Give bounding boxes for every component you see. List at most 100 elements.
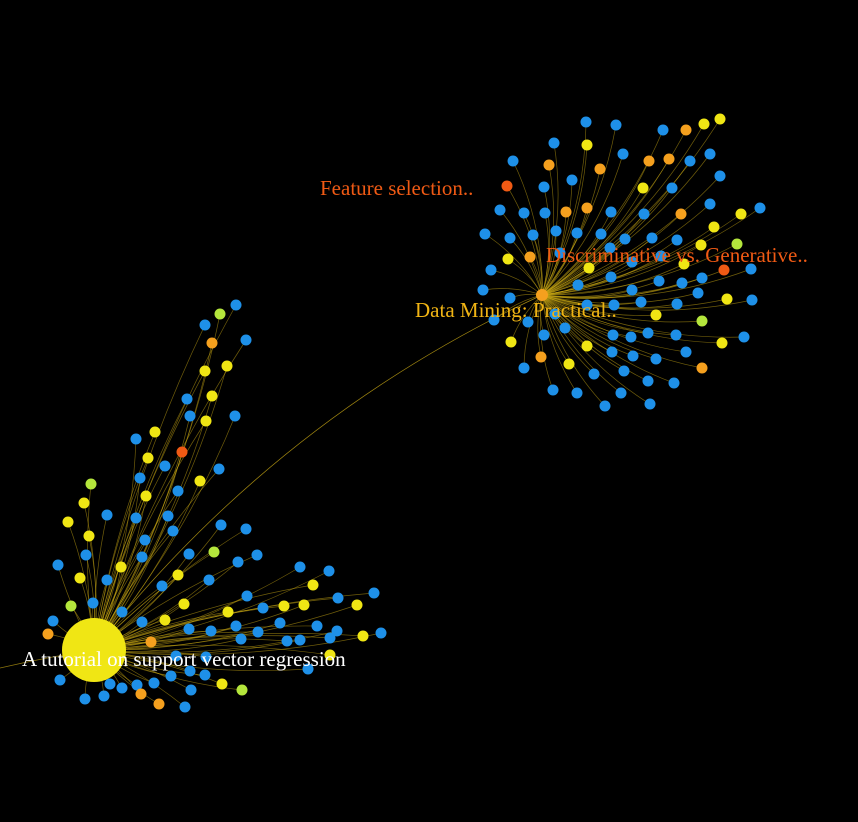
paper-node[interactable] <box>200 415 212 427</box>
paper-node[interactable] <box>680 346 692 358</box>
paper-node[interactable] <box>560 206 572 218</box>
paper-node[interactable] <box>608 299 620 311</box>
paper-node[interactable] <box>130 433 142 445</box>
paper-node[interactable] <box>650 353 662 365</box>
paper-node[interactable] <box>172 569 184 581</box>
paper-node[interactable] <box>142 452 154 464</box>
paper-node[interactable] <box>139 534 151 546</box>
paper-node[interactable] <box>236 684 248 696</box>
paper-node[interactable] <box>83 530 95 542</box>
paper-node[interactable] <box>199 669 211 681</box>
paper-node[interactable] <box>588 368 600 380</box>
paper-node[interactable] <box>278 600 290 612</box>
paper-node[interactable] <box>148 677 160 689</box>
paper-node[interactable] <box>627 350 639 362</box>
paper-node[interactable] <box>241 590 253 602</box>
paper-node[interactable] <box>62 516 74 528</box>
paper-node[interactable] <box>581 299 593 311</box>
paper-node[interactable] <box>543 159 555 171</box>
paper-node[interactable] <box>203 574 215 586</box>
paper-node[interactable] <box>294 634 306 646</box>
paper-node[interactable] <box>643 155 655 167</box>
paper-node[interactable] <box>184 410 196 422</box>
paper-node[interactable] <box>548 137 560 149</box>
paper-node[interactable] <box>130 512 142 524</box>
paper-node[interactable] <box>206 337 218 349</box>
paper-node[interactable] <box>738 331 750 343</box>
paper-node[interactable] <box>663 153 675 165</box>
paper-node[interactable] <box>324 649 336 661</box>
paper-node[interactable] <box>194 475 206 487</box>
paper-node[interactable] <box>229 410 241 422</box>
paper-node[interactable] <box>714 113 726 125</box>
paper-node[interactable] <box>215 519 227 531</box>
paper-node[interactable] <box>746 294 758 306</box>
paper-node[interactable] <box>539 207 551 219</box>
paper-node[interactable] <box>668 377 680 389</box>
paper-node[interactable] <box>104 678 116 690</box>
paper-node[interactable] <box>522 316 534 328</box>
paper-node[interactable] <box>619 233 631 245</box>
paper-node[interactable] <box>156 580 168 592</box>
paper-node[interactable] <box>618 365 630 377</box>
paper-node[interactable] <box>580 116 592 128</box>
paper-node[interactable] <box>607 329 619 341</box>
paper-node[interactable] <box>554 247 566 259</box>
paper-node[interactable] <box>375 627 387 639</box>
paper-node[interactable] <box>735 208 747 220</box>
paper-node[interactable] <box>368 587 380 599</box>
paper-node[interactable] <box>504 232 516 244</box>
paper-node[interactable] <box>302 663 314 675</box>
paper-node[interactable] <box>718 264 730 276</box>
paper-node[interactable] <box>176 446 188 458</box>
paper-node[interactable] <box>101 574 113 586</box>
paper-node[interactable] <box>357 630 369 642</box>
paper-node[interactable] <box>731 238 743 250</box>
paper-node[interactable] <box>79 693 91 705</box>
paper-node[interactable] <box>684 155 696 167</box>
paper-node[interactable] <box>538 329 550 341</box>
paper-node[interactable] <box>257 602 269 614</box>
paper-node[interactable] <box>583 262 595 274</box>
paper-node[interactable] <box>604 242 616 254</box>
paper-node[interactable] <box>323 565 335 577</box>
paper-node[interactable] <box>610 119 622 131</box>
paper-node[interactable] <box>671 298 683 310</box>
paper-node[interactable] <box>535 351 547 363</box>
paper-node[interactable] <box>351 599 363 611</box>
paper-node[interactable] <box>80 549 92 561</box>
paper-node[interactable] <box>298 599 310 611</box>
paper-node[interactable] <box>547 384 559 396</box>
paper-node[interactable] <box>666 182 678 194</box>
paper-node[interactable] <box>178 598 190 610</box>
paper-node[interactable] <box>606 346 618 358</box>
paper-node[interactable] <box>251 549 263 561</box>
paper-node[interactable] <box>488 314 500 326</box>
paper-node[interactable] <box>170 650 182 662</box>
paper-node[interactable] <box>183 548 195 560</box>
paper-node[interactable] <box>626 284 638 296</box>
paper-node[interactable] <box>281 635 293 647</box>
paper-node[interactable] <box>745 263 757 275</box>
paper-node[interactable] <box>136 551 148 563</box>
paper-node[interactable] <box>140 490 152 502</box>
paper-node[interactable] <box>670 329 682 341</box>
paper-node[interactable] <box>294 561 306 573</box>
paper-node[interactable] <box>116 682 128 694</box>
paper-node[interactable] <box>311 620 323 632</box>
paper-node[interactable] <box>115 561 127 573</box>
paper-node[interactable] <box>527 229 539 241</box>
paper-node[interactable] <box>205 625 217 637</box>
paper-node[interactable] <box>232 556 244 568</box>
paper-node[interactable] <box>153 698 165 710</box>
paper-node[interactable] <box>131 679 143 691</box>
paper-node[interactable] <box>698 118 710 130</box>
paper-node[interactable] <box>65 600 77 612</box>
paper-node[interactable] <box>221 360 233 372</box>
paper-node[interactable] <box>617 148 629 160</box>
paper-node[interactable] <box>47 615 59 627</box>
paper-node[interactable] <box>479 228 491 240</box>
paper-node[interactable] <box>183 623 195 635</box>
paper-node[interactable] <box>181 393 193 405</box>
paper-node[interactable] <box>477 284 489 296</box>
